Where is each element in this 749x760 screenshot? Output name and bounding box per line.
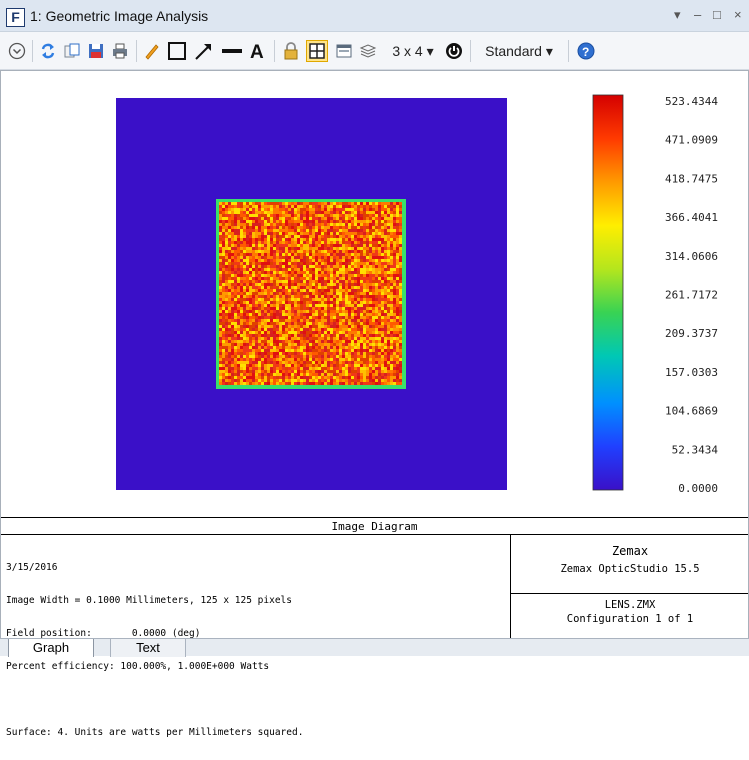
close-button[interactable]: × (734, 7, 742, 22)
color-bar-label: 104.6869 (665, 405, 718, 418)
color-bar (592, 94, 624, 491)
irradiance-pixels (219, 202, 402, 385)
maximize-button[interactable]: □ (713, 7, 721, 22)
tab-text[interactable]: Text (110, 639, 186, 657)
save-icon[interactable] (86, 41, 106, 61)
text-icon[interactable]: A (248, 41, 268, 61)
rectangle-icon[interactable] (166, 41, 188, 61)
style-dropdown[interactable]: Standard ▾ (485, 42, 553, 59)
image-plot-canvas: 523.4344 471.0909 418.7475 366.4041 314.0606… (116, 94, 718, 495)
help-icon[interactable]: ? (576, 41, 596, 61)
arrow-icon[interactable] (193, 41, 215, 61)
info-field-position: Field position: 0.0000 (deg) (6, 628, 201, 639)
color-bar-labels: 523.4344 471.0909 418.7475 366.4041 314.0606… (665, 95, 718, 495)
color-bar-label: 471.0909 (665, 134, 718, 147)
company-name: Zemax (611, 544, 649, 558)
pencil-icon[interactable] (142, 41, 162, 61)
color-bar-label: 314.0606 (665, 250, 718, 263)
info-image-width: Image Width = 0.1000 Millimeters, 125 x … (6, 595, 292, 606)
refresh-icon[interactable] (38, 41, 58, 61)
color-bar-label: 0.0000 (678, 482, 718, 495)
window-title: 1: Geometric Image Analysis (30, 8, 209, 24)
power-icon[interactable] (444, 41, 464, 61)
color-bar-label: 52.3434 (672, 443, 719, 456)
title-bar: F 1: Geometric Image Analysis ▾ – □ × (0, 0, 749, 32)
view-tabs: Graph Text (0, 638, 749, 657)
product-name: Zemax OpticStudio 15.5 (560, 563, 700, 575)
tab-graph[interactable]: Graph (8, 639, 94, 657)
toolbar: A 3 x 4 ▾ Standard ▾ ? (0, 32, 749, 70)
svg-text:A: A (250, 42, 264, 61)
diagram-title: Image Diagram (0, 518, 749, 535)
window-icon[interactable] (334, 41, 354, 61)
copy-icon[interactable] (62, 41, 82, 61)
color-bar-label: 366.4041 (665, 211, 718, 224)
layers-icon[interactable] (358, 41, 378, 61)
color-bar-label: 157.0303 (665, 366, 718, 379)
info-efficiency: Percent efficiency: 100.000%, 1.000E+000… (6, 661, 270, 672)
layout-dropdown[interactable]: 3 x 4 ▾ (392, 42, 434, 59)
line-icon[interactable] (220, 41, 244, 61)
configuration: Configuration 1 of 1 (566, 613, 694, 625)
grid-icon[interactable] (306, 40, 328, 62)
lock-icon[interactable] (282, 41, 300, 61)
info-blank (6, 694, 506, 705)
info-panel: Image Diagram 3/15/2016 Image Width = 0.… (0, 517, 749, 738)
image-diagram-plot: 523.4344 471.0909 418.7475 366.4041 314.0606… (0, 70, 749, 518)
info-date: 3/15/2016 (6, 562, 58, 573)
window-menu-button[interactable]: ▾ (674, 7, 681, 22)
color-bar-label: 523.4344 (665, 95, 718, 108)
print-icon[interactable] (110, 41, 130, 61)
color-bar-label: 418.7475 (665, 172, 718, 185)
chevron-circle-icon[interactable] (7, 41, 27, 61)
info-surface: Surface: 4. Units are watts per Millimet… (6, 727, 304, 738)
color-bar-label: 261.7172 (665, 289, 718, 302)
color-bar-label: 209.3737 (665, 327, 718, 340)
lens-file: LENS.ZMX (604, 599, 656, 611)
svg-text:?: ? (582, 45, 589, 59)
minimize-button[interactable]: – (694, 7, 702, 22)
app-logo: F (6, 8, 25, 27)
